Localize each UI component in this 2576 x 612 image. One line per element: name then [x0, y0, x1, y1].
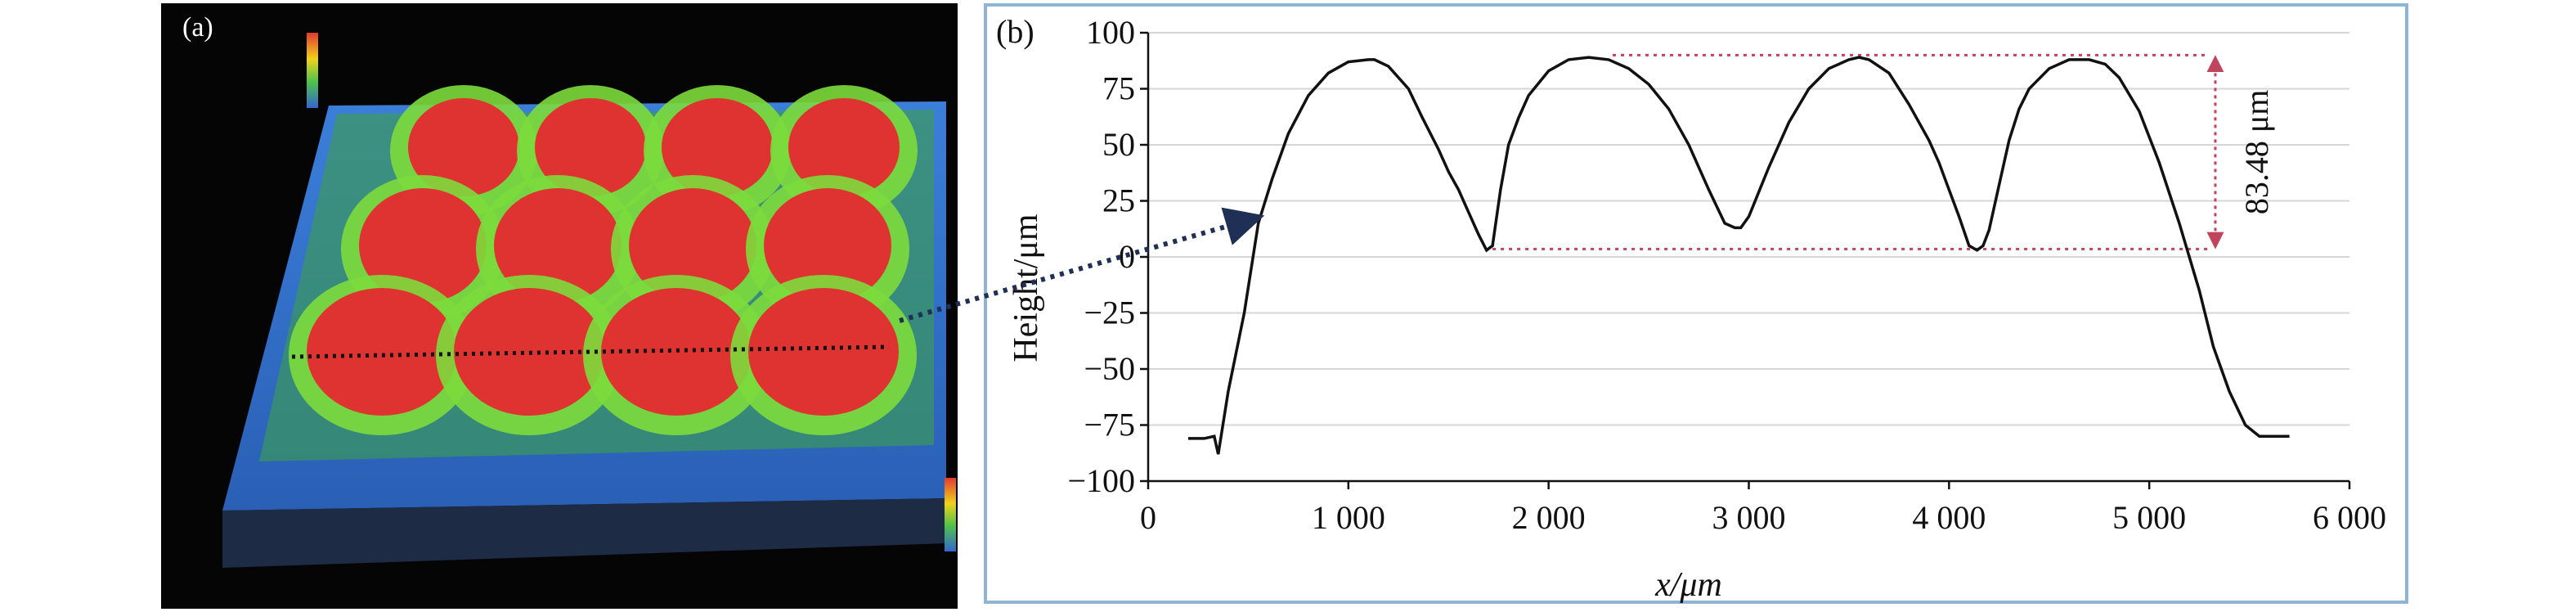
- dome: [307, 288, 457, 416]
- dome: [764, 188, 891, 303]
- panel-b-frame: [984, 3, 2408, 604]
- dome: [535, 98, 646, 196]
- color-scale-bar: [945, 478, 956, 551]
- dome: [748, 288, 899, 416]
- dome: [629, 188, 756, 303]
- dome: [788, 98, 900, 196]
- dome: [494, 188, 622, 303]
- dome-array: [289, 85, 918, 435]
- dome: [359, 188, 487, 303]
- color-scale-bar: [307, 33, 318, 108]
- panel-a-label: (a): [182, 12, 213, 43]
- dome: [662, 98, 773, 196]
- section-line: [291, 344, 890, 359]
- dome: [408, 98, 519, 196]
- surface-height-map: (a): [161, 3, 958, 609]
- base-side: [222, 498, 946, 568]
